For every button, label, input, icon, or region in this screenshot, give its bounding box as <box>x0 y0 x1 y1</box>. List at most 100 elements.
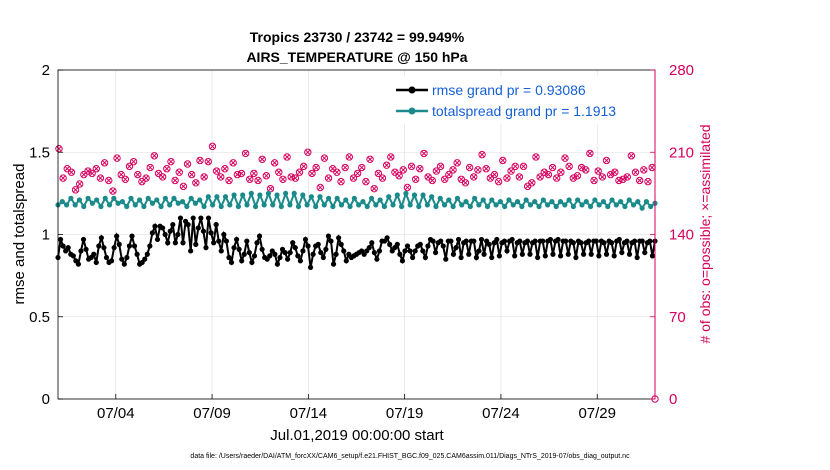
obs-assimilated-point <box>193 180 199 186</box>
obs-assimilated-point <box>508 168 514 174</box>
obs-possible-point <box>59 174 67 182</box>
rmse-point <box>466 251 472 257</box>
obs-possible-point <box>407 162 416 171</box>
obs-possible-point <box>611 168 619 176</box>
rmse-point <box>223 238 229 244</box>
totalspread-point <box>403 190 409 196</box>
rmse-point <box>218 248 224 254</box>
obs-possible-point <box>84 167 92 175</box>
obs-possible-point <box>358 163 366 172</box>
x-tick-label: 07/19 <box>386 405 424 422</box>
totalspread-point <box>351 195 357 201</box>
rmse-point <box>108 258 115 264</box>
totalspread-point <box>235 203 241 210</box>
obs-possible-point <box>316 183 324 192</box>
obs-possible-point <box>283 153 291 161</box>
obs-possible-point <box>254 176 262 185</box>
rmse-point <box>274 261 281 267</box>
obs-possible-point <box>237 169 246 178</box>
obs-possible-point <box>241 149 250 158</box>
obs-possible-point <box>212 167 221 175</box>
rmse-point <box>473 254 480 261</box>
obs-assimilated-point <box>533 154 539 160</box>
rmse-point <box>512 253 518 259</box>
rmse-point <box>126 243 133 249</box>
obs-possible-point <box>92 165 100 173</box>
totalspread-point <box>356 202 362 208</box>
rmse-point <box>103 254 110 261</box>
obs-assimilated-point <box>263 173 269 179</box>
axis-ticks: 07/04 07/09 07/14 07/19 07/24 07/29 0 0.5 1 1.5 2 0… <box>29 62 694 422</box>
rmse-point <box>443 256 449 262</box>
obs-assimilated-point <box>305 149 311 155</box>
totalspread-point <box>549 199 555 205</box>
obs-assimilated-point <box>400 167 406 173</box>
obs-possible-point <box>275 168 283 176</box>
obs-assimilated-point <box>537 174 543 180</box>
rmse-point <box>532 238 538 244</box>
totalspread-point <box>381 203 388 210</box>
rmse-point <box>565 251 571 257</box>
rmse-point <box>458 254 464 261</box>
rmse-point <box>254 240 260 246</box>
rmse-point <box>450 251 457 257</box>
obs-possible-point <box>353 169 362 178</box>
rmse-point <box>162 231 168 238</box>
rmse-point <box>376 248 383 254</box>
obs-possible-point <box>436 162 445 171</box>
obs-possible-point <box>179 182 188 191</box>
rmse-point <box>256 233 263 239</box>
obs-possible-point <box>548 163 557 172</box>
obs-assimilated-point <box>404 184 410 191</box>
totalspread-point <box>175 200 181 206</box>
totalspread-point <box>300 192 306 198</box>
obs-possible-point <box>125 162 134 171</box>
obs-assimilated-point <box>346 154 352 160</box>
rmse-point <box>305 243 311 249</box>
rmse-point <box>65 245 71 251</box>
obs-possible-point <box>258 155 266 164</box>
totalspread-point <box>459 202 465 208</box>
obs-assimilated-point <box>375 170 381 176</box>
rmse-point <box>341 248 347 254</box>
totalspread-point <box>149 200 156 206</box>
rmse-point <box>190 215 196 221</box>
totalspread-point <box>570 203 576 210</box>
obs-assimilated-point <box>603 157 610 164</box>
totalspread-point <box>162 195 168 201</box>
totalspread-point <box>278 203 284 210</box>
obs-assimilated-point <box>504 175 510 181</box>
totalspread-point <box>472 195 478 201</box>
rmse-point <box>228 259 235 266</box>
obs-assimilated-point <box>379 175 386 181</box>
obs-possible-point <box>217 173 225 181</box>
obs-assimilated-point <box>438 163 444 169</box>
totalspread-point <box>446 197 452 203</box>
totalspread-point <box>227 202 233 208</box>
obs-possible-point <box>225 176 233 185</box>
rmse-point <box>394 241 400 247</box>
rmse-point <box>198 215 204 221</box>
obs-possible-point <box>142 174 150 182</box>
obs-possible-point <box>167 157 175 166</box>
obs-assimilated-point <box>97 175 103 181</box>
obs-assimilated-point <box>309 170 315 176</box>
obs-assimilated-point <box>214 168 220 174</box>
obs-possible-point <box>441 175 449 183</box>
totalspread-point <box>437 195 443 201</box>
obs-possible-point <box>299 162 308 171</box>
totalspread-point <box>510 202 516 208</box>
obs-possible-point <box>187 170 196 179</box>
obs-possible-point <box>362 177 370 186</box>
totalspread-point <box>68 195 74 201</box>
rmse-point <box>481 251 487 257</box>
legend-rmse-label: rmse grand pr = 0.93086 <box>432 82 586 98</box>
totalspread-point <box>377 197 383 203</box>
obs-possible-point <box>100 159 109 167</box>
totalspread-point <box>111 195 117 201</box>
totalspread-point <box>338 202 345 208</box>
x-tick-label: 07/24 <box>482 405 520 422</box>
obs-assimilated-point <box>595 168 601 174</box>
totalspread-point <box>502 203 508 210</box>
obs-possible-point <box>320 154 329 162</box>
